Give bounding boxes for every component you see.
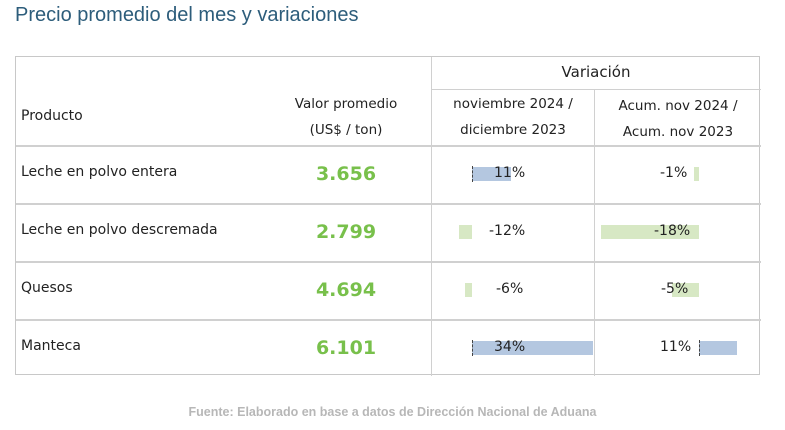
header-variation-cumulative: Acum. nov 2024 / Acum. nov 2023 <box>618 98 738 140</box>
average-value: 2.799 <box>315 221 377 243</box>
price-table: Variación Producto Valor promedio (US$ /… <box>15 56 761 376</box>
product-name: Manteca <box>21 338 81 354</box>
row-divider-3 <box>16 319 761 321</box>
variation-monthly-value: 34% <box>494 339 526 355</box>
header-divider <box>16 145 761 147</box>
column-divider-var2 <box>594 89 595 376</box>
variation-bar-monthly <box>472 167 512 181</box>
variation-monthly-value: 11% <box>494 165 526 181</box>
variation-cumulative-value: -5% <box>661 281 689 297</box>
variation-monthly-value: -12% <box>489 223 526 239</box>
header-valor-promedio: Valor promedio (US$ / ton) <box>294 96 398 138</box>
average-value: 6.101 <box>315 337 377 359</box>
row-divider-1 <box>16 203 761 205</box>
variation-bar-monthly <box>465 283 472 297</box>
variation-bar-monthly <box>458 225 472 239</box>
header-variation-monthly: noviembre 2024 / diciembre 2023 <box>453 96 573 138</box>
variation-axis-monthly <box>472 340 473 356</box>
source-note: Fuente: Elaborado en base a datos de Dir… <box>188 405 597 419</box>
average-value: 3.656 <box>315 163 377 185</box>
variation-bar-cumulative <box>601 225 699 239</box>
product-name: Leche en polvo entera <box>21 164 178 180</box>
average-value: 4.694 <box>315 279 377 301</box>
page-title: Precio promedio del mes y variaciones <box>15 4 359 26</box>
variation-cumulative-value: -18% <box>654 223 691 239</box>
row-divider-2 <box>16 261 761 263</box>
variation-cumulative-value: 11% <box>660 339 692 355</box>
variation-bar-cumulative <box>671 283 699 297</box>
variation-cumulative-value: -1% <box>660 165 688 181</box>
product-name: Leche en polvo descremada <box>21 222 218 238</box>
variation-axis-monthly <box>472 166 473 182</box>
variation-bar-cumulative <box>699 341 737 355</box>
variation-axis-cumulative <box>699 340 700 356</box>
variation-monthly-value: -6% <box>496 281 524 297</box>
variation-bar-monthly <box>472 341 593 355</box>
variation-bar-cumulative <box>693 167 699 181</box>
variation-group-header: Variación <box>561 63 631 81</box>
product-name: Quesos <box>21 280 73 296</box>
group-header-divider <box>431 89 761 90</box>
column-divider-variation <box>431 57 432 376</box>
header-producto: Producto <box>21 108 83 124</box>
